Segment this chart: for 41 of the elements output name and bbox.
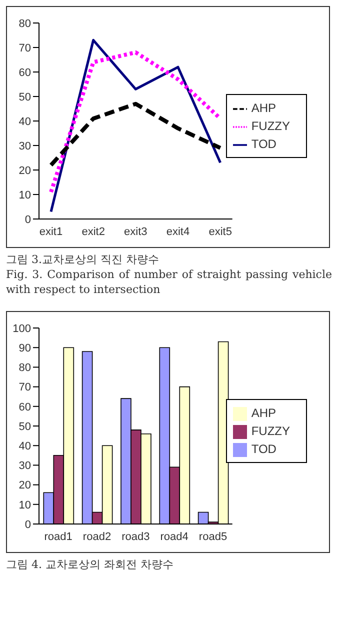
legend-label: FUZZY bbox=[251, 119, 290, 133]
legend-label: AHP bbox=[251, 406, 276, 420]
y-tick-label: 10 bbox=[18, 499, 31, 512]
legend-label: AHP bbox=[251, 101, 276, 115]
y-tick-label: 0 bbox=[24, 214, 31, 226]
y-tick-label: 30 bbox=[18, 140, 31, 152]
x-tick-label: road2 bbox=[82, 530, 112, 543]
y-tick-label: 20 bbox=[18, 480, 31, 492]
y-tick-label: 100 bbox=[12, 322, 31, 335]
y-tick-label: 60 bbox=[18, 66, 31, 79]
x-tick-label: road4 bbox=[160, 530, 188, 543]
caption: 그림 4. 교차로상의 좌회전 차량수 bbox=[6, 557, 174, 572]
y-tick-label: 30 bbox=[18, 460, 31, 472]
x-tick-label: exit4 bbox=[166, 226, 190, 238]
caption: Fig. 3. Comparison of number of straight passing vehicle with respect to intersection bbox=[6, 267, 332, 297]
x-tick-label: exit5 bbox=[208, 226, 232, 238]
x-tick-label: exit1 bbox=[39, 226, 63, 238]
y-tick-label: 90 bbox=[18, 342, 31, 355]
y-tick-label: 50 bbox=[18, 420, 31, 433]
y-tick-label: 0 bbox=[24, 518, 31, 531]
line-series bbox=[49, 50, 222, 194]
x-tick-label: exit3 bbox=[124, 226, 148, 238]
y-tick-label: 50 bbox=[18, 91, 31, 104]
caption: 그림 3.교차로상의 직진 차량수 bbox=[6, 252, 160, 267]
y-tick-label: 10 bbox=[18, 189, 31, 202]
x-tick-label: road1 bbox=[44, 530, 72, 543]
x-tick-label: road5 bbox=[198, 530, 228, 543]
y-tick-label: 80 bbox=[18, 18, 31, 30]
y-tick-label: 70 bbox=[18, 382, 31, 394]
x-tick-label: road3 bbox=[122, 530, 150, 543]
y-tick-label: 40 bbox=[18, 116, 31, 128]
legend-label: FUZZY bbox=[251, 424, 290, 438]
x-tick-label: exit2 bbox=[82, 226, 105, 238]
legend-label: TOD bbox=[251, 442, 276, 456]
line-series bbox=[49, 102, 222, 168]
y-tick-label: 70 bbox=[18, 42, 31, 54]
y-tick-label: 80 bbox=[18, 362, 31, 374]
y-tick-label: 20 bbox=[18, 164, 31, 177]
y-tick-label: 40 bbox=[18, 440, 31, 453]
legend-label: TOD bbox=[251, 137, 276, 151]
y-tick-label: 60 bbox=[18, 401, 31, 414]
